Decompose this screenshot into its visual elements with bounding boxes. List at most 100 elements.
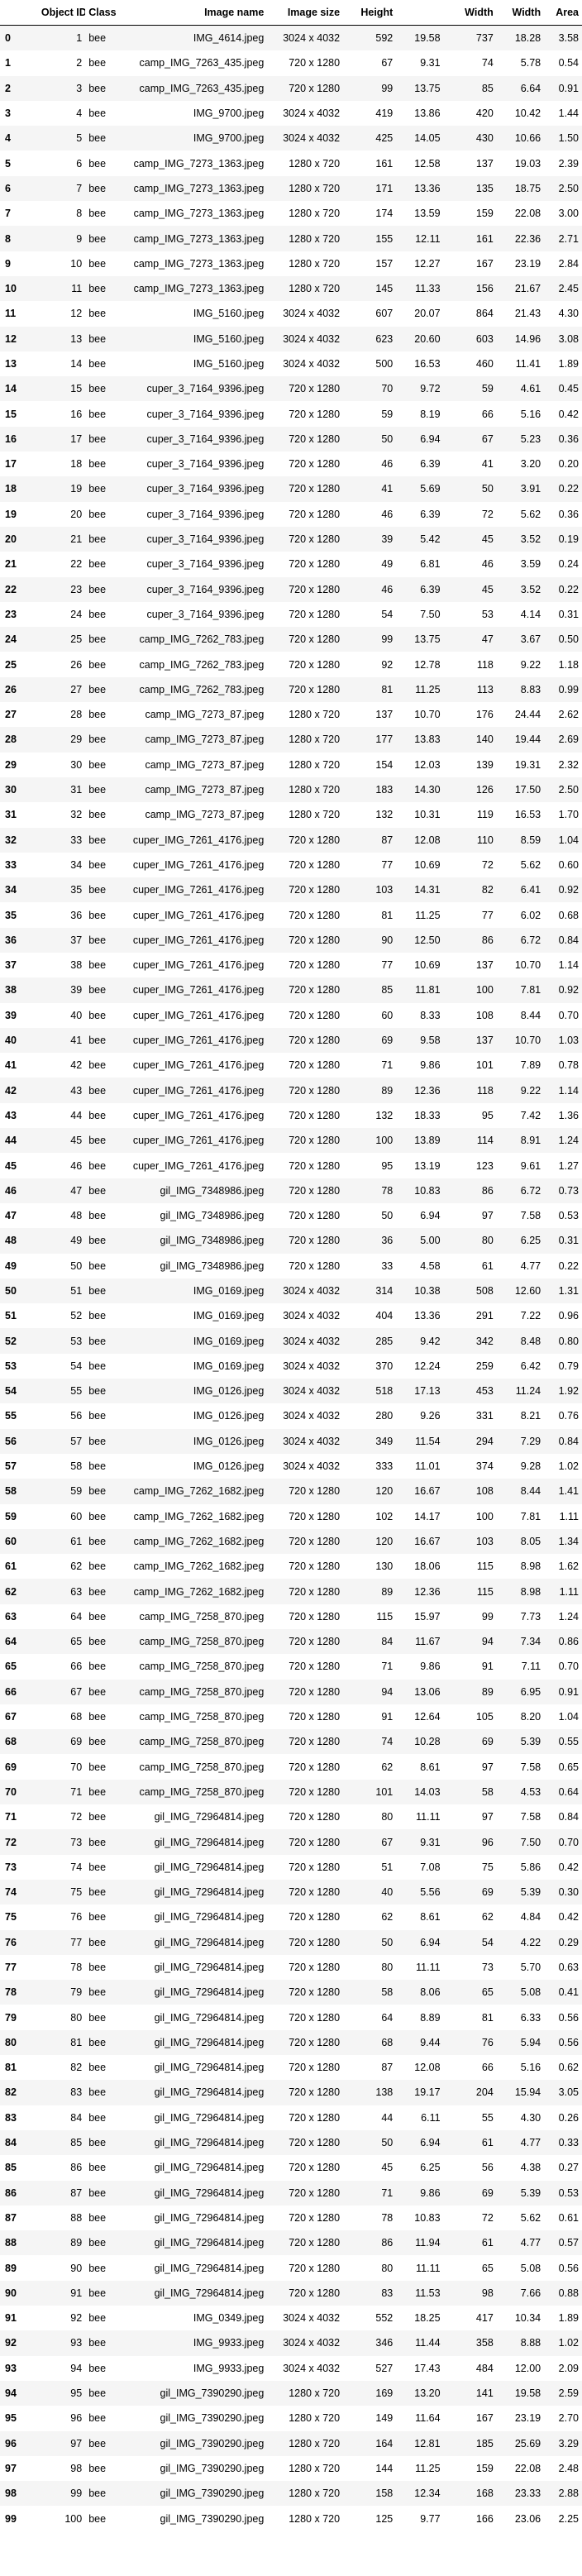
cell-image-size: 3024 x 4032: [267, 1428, 344, 1454]
cell-height-px: 132: [343, 1102, 397, 1129]
cell-width-px: 185: [443, 2430, 497, 2456]
cell-class: bee: [85, 1528, 126, 1555]
table-row: 75 76 bee gil_IMG_72964814.jpeg 720 x 1280 62…: [0, 1905, 582, 1930]
cell-object-id: 29: [37, 727, 86, 753]
cell-height-pct: 11.53: [396, 2280, 444, 2306]
cell-height-px: 527: [343, 2355, 397, 2381]
cell-area: 1.62: [544, 1554, 582, 1580]
cell-area: 1.34: [544, 1528, 582, 1555]
cell-width-px: 108: [443, 1002, 497, 1028]
cell-height-px: 138: [343, 2080, 397, 2105]
table-row: 83 84 bee gil_IMG_72964814.jpeg 720 x 1280 44…: [0, 2105, 582, 2130]
cell-width-px: 69: [443, 1879, 497, 1905]
cell-height-pct: 10.28: [396, 1729, 444, 1755]
cell-area: 2.50: [544, 777, 582, 803]
cell-class: bee: [85, 2355, 126, 2381]
cell-width-px: 55: [443, 2105, 497, 2130]
cell-width-px: 204: [443, 2080, 497, 2105]
cell-width-pct: 19.31: [496, 752, 545, 777]
cell-row-index: 62: [0, 1579, 38, 1604]
cell-image-name: cuper_IMG_7261_4176.jpeg: [125, 827, 268, 853]
cell-width-pct: 22.36: [496, 226, 545, 251]
cell-image-size: 720 x 1280: [267, 2029, 344, 2056]
cell-height-px: 81: [343, 676, 397, 703]
cell-row-index: 27: [0, 702, 38, 728]
cell-height-pct: 10.70: [396, 702, 444, 728]
cell-width-pct: 6.72: [496, 927, 545, 953]
cell-image-size: 720 x 1280: [267, 2180, 344, 2206]
cell-width-px: 61: [443, 2230, 497, 2256]
table-row: 70 71 bee camp_IMG_7258_870.jpeg 720 x 1280 1…: [0, 1779, 582, 1805]
cell-row-index: 58: [0, 1479, 38, 1504]
cell-area: 3.58: [544, 25, 582, 51]
cell-row-index: 65: [0, 1654, 38, 1680]
cell-image-name: camp_IMG_7263_435.jpeg: [125, 75, 268, 101]
cell-object-id: 88: [37, 2205, 86, 2231]
table-row: 77 78 bee gil_IMG_72964814.jpeg 720 x 1280 80…: [0, 1954, 582, 1981]
cell-object-id: 58: [37, 1453, 86, 1479]
table-row: 94 95 bee gil_IMG_7390290.jpeg 1280 x 720 169…: [0, 2380, 582, 2406]
cell-area: 0.42: [544, 1905, 582, 1930]
cell-height-pct: 13.75: [396, 75, 444, 101]
cell-row-index: 8: [0, 226, 38, 251]
cell-image-name: gil_IMG_72964814.jpeg: [125, 1879, 268, 1905]
cell-row-index: 41: [0, 1053, 38, 1078]
cell-class: bee: [85, 1479, 126, 1504]
cell-height-px: 87: [343, 827, 397, 853]
cell-height-pct: 11.11: [396, 1954, 444, 1981]
cell-class: bee: [85, 1704, 126, 1730]
cell-area: 0.84: [544, 927, 582, 953]
cell-width-px: 58: [443, 1779, 497, 1805]
cell-image-size: 720 x 1280: [267, 1779, 344, 1805]
cell-width-px: 46: [443, 552, 497, 577]
cell-width-px: 603: [443, 326, 497, 351]
cell-row-index: 92: [0, 2330, 38, 2356]
cell-image-name: cuper_IMG_7261_4176.jpeg: [125, 902, 268, 928]
cell-image-size: 720 x 1280: [267, 1879, 344, 1905]
cell-height-px: 46: [343, 452, 397, 477]
cell-width-pct: 5.39: [496, 2180, 545, 2206]
cell-width-pct: 7.73: [496, 1603, 545, 1629]
cell-image-name: IMG_5160.jpeg: [125, 326, 268, 351]
table-row: 62 63 bee camp_IMG_7262_1682.jpeg 720 x 1280…: [0, 1579, 582, 1604]
cell-area: 0.60: [544, 852, 582, 878]
cell-row-index: 14: [0, 376, 38, 402]
cell-height-pct: 10.69: [396, 852, 444, 878]
cell-object-id: 86: [37, 2155, 86, 2181]
cell-image-name: IMG_5160.jpeg: [125, 301, 268, 327]
cell-class: bee: [85, 1303, 126, 1329]
table-row: 7 8 bee camp_IMG_7273_1363.jpeg 1280 x 720 17…: [0, 201, 582, 227]
cell-image-name: camp_IMG_7262_1682.jpeg: [125, 1479, 268, 1504]
cell-class: bee: [85, 1980, 126, 2005]
cell-width-px: 74: [443, 50, 497, 76]
cell-width-px: 47: [443, 627, 497, 652]
cell-height-pct: 5.00: [396, 1228, 444, 1254]
table-row: 79 80 bee gil_IMG_72964814.jpeg 720 x 1280 64…: [0, 2005, 582, 2030]
cell-width-pct: 5.39: [496, 1879, 545, 1905]
cell-image-size: 720 x 1280: [267, 1829, 344, 1855]
cell-object-id: 25: [37, 627, 86, 652]
cell-object-id: 78: [37, 1954, 86, 1981]
cell-width-px: 168: [443, 2481, 497, 2507]
cell-width-px: 159: [443, 201, 497, 227]
cell-image-name: cuper_3_7164_9396.jpeg: [125, 452, 268, 477]
cell-width-pct: 10.42: [496, 100, 545, 127]
cell-image-size: 720 x 1280: [267, 1929, 344, 1955]
cell-width-px: 166: [443, 2506, 497, 2531]
cell-height-pct: 14.31: [396, 877, 444, 903]
cell-row-index: 50: [0, 1278, 38, 1304]
cell-height-px: 102: [343, 1503, 397, 1529]
cell-height-px: 137: [343, 702, 397, 728]
cell-height-pct: 9.86: [396, 1053, 444, 1078]
cell-height-pct: 12.50: [396, 927, 444, 953]
cell-area: 0.61: [544, 2205, 582, 2231]
cell-image-name: IMG_0349.jpeg: [125, 2306, 268, 2331]
cell-area: 0.45: [544, 376, 582, 402]
cell-width-pct: 8.91: [496, 1128, 545, 1154]
cell-image-name: cuper_3_7164_9396.jpeg: [125, 576, 268, 602]
cell-image-size: 720 x 1280: [267, 2205, 344, 2231]
cell-image-name: gil_IMG_72964814.jpeg: [125, 2129, 268, 2156]
cell-image-size: 720 x 1280: [267, 1178, 344, 1203]
cell-height-px: 154: [343, 752, 397, 777]
table-row: 19 20 bee cuper_3_7164_9396.jpeg 720 x 1280 4…: [0, 501, 582, 527]
